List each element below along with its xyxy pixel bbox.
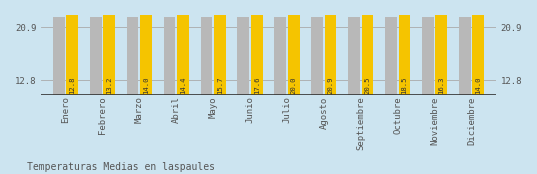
Text: 14.0: 14.0 — [143, 77, 149, 94]
Bar — [214, 0, 226, 95]
Bar — [274, 17, 286, 95]
Bar — [398, 0, 410, 95]
Text: 16.3: 16.3 — [438, 77, 444, 94]
Bar — [473, 4, 484, 95]
Text: 15.7: 15.7 — [217, 77, 223, 94]
Text: 18.5: 18.5 — [402, 77, 408, 94]
Bar — [251, 0, 263, 95]
Text: Temperaturas Medias en laspaules: Temperaturas Medias en laspaules — [27, 162, 215, 172]
Bar — [140, 4, 152, 95]
Bar — [288, 0, 300, 95]
Bar — [66, 12, 78, 95]
Bar — [90, 17, 101, 95]
Bar — [349, 17, 360, 95]
Bar — [361, 0, 373, 95]
Bar — [325, 0, 337, 95]
Bar — [164, 17, 176, 95]
Bar — [237, 17, 249, 95]
Bar — [200, 17, 212, 95]
Bar — [103, 9, 115, 95]
Bar — [459, 17, 471, 95]
Text: 13.2: 13.2 — [106, 77, 112, 94]
Text: 20.5: 20.5 — [365, 77, 371, 94]
Bar — [53, 17, 64, 95]
Text: 17.6: 17.6 — [253, 77, 260, 94]
Text: 12.8: 12.8 — [69, 77, 75, 94]
Bar — [422, 17, 434, 95]
Text: 20.0: 20.0 — [291, 77, 296, 94]
Bar — [436, 0, 447, 95]
Text: 20.9: 20.9 — [328, 77, 333, 94]
Text: 14.4: 14.4 — [180, 77, 186, 94]
Bar — [127, 17, 139, 95]
Bar — [385, 17, 397, 95]
Bar — [177, 1, 188, 95]
Bar — [311, 17, 323, 95]
Text: 14.0: 14.0 — [475, 77, 481, 94]
